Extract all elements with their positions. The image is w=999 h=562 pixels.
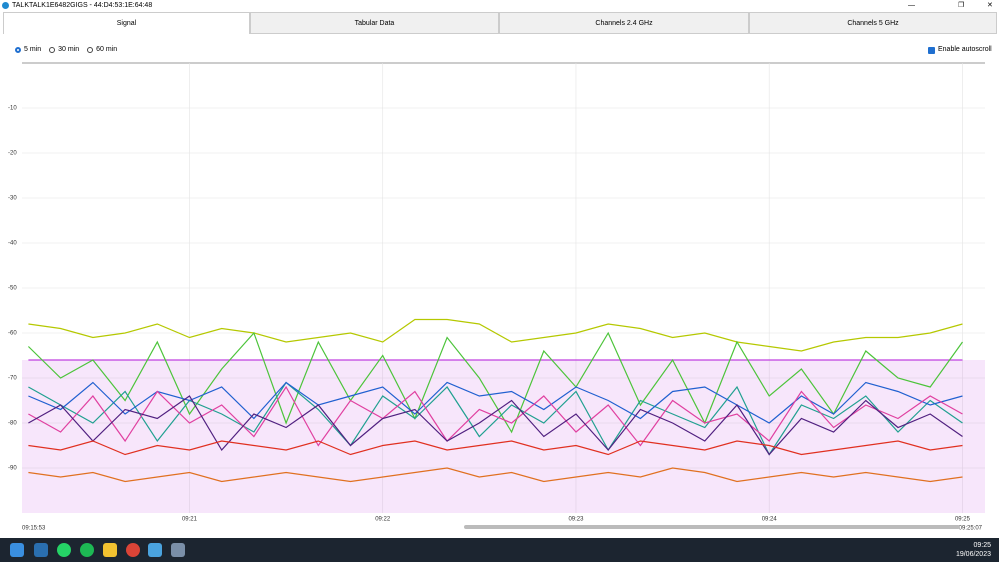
y-tick-label: -80 (8, 421, 17, 427)
y-tick-label: -90 (8, 466, 17, 472)
checkbox-label: Enable autoscroll (938, 46, 992, 53)
y-tick-label: -30 (8, 196, 17, 202)
close[interactable]: ✕ (987, 2, 993, 9)
taskbar-app[interactable] (126, 543, 140, 557)
range-options: 5 min 30 min 60 min (15, 45, 117, 55)
series-line (28, 381, 963, 424)
taskbar-app[interactable] (171, 543, 185, 557)
x-tick-label: 09:21 (182, 517, 198, 523)
y-tick-label: -20 (8, 151, 17, 157)
option-label: 5 min (24, 46, 42, 53)
date: 19/06/2023 (955, 551, 991, 558)
taskbar-app[interactable] (148, 543, 162, 557)
y-tick-label: -10 (8, 106, 17, 112)
series-line (27, 331, 963, 434)
x-tick-label: 09:24 (762, 517, 778, 523)
minimize[interactable]: — (908, 2, 915, 9)
option-label: 60 min (96, 46, 118, 53)
autoscroll[interactable]: Enable autoscroll (928, 45, 992, 55)
taskbar-app[interactable] (103, 543, 117, 557)
taskbar-app[interactable] (80, 543, 94, 557)
series-line (28, 467, 963, 483)
tab[interactable]: Channels 2.4 GHz (499, 12, 749, 34)
radio[interactable] (49, 47, 56, 53)
tab-bar: Signal Tabular Data Channels 2.4 GHz Cha… (0, 12, 999, 35)
area (22, 360, 985, 513)
tab[interactable]: Tabular Data (250, 12, 499, 34)
chart: 09:15:53 09:25:07 -10 -20 -30 -40 -50 -60 -70 -… (8, 62, 985, 532)
x-tick-label: 09:23 (568, 517, 584, 523)
x-tick-label: 09:22 (375, 517, 391, 523)
start-button[interactable] (10, 543, 24, 557)
tab[interactable]: Signal (3, 12, 250, 34)
maximize[interactable]: ❐ (958, 2, 965, 9)
x-tick-label: 09:25 (955, 517, 971, 523)
series-line (28, 440, 963, 456)
option-label: 30 min (58, 46, 80, 53)
series-line (28, 385, 963, 447)
range-option[interactable]: 5 min (15, 45, 41, 55)
scrollbar[interactable] (464, 525, 960, 529)
scroll-start: 09:15:53 (22, 526, 46, 532)
title-bar: TALKTALK1E6482GIGS - 44:D4:53:1E:64:48 —… (0, 0, 999, 12)
range-option[interactable]: 30 min (49, 45, 79, 55)
y-tick-label: -60 (8, 331, 17, 337)
tab[interactable]: Channels 5 GHz (749, 12, 997, 34)
taskbar-app[interactable] (34, 543, 48, 557)
taskbar: 09:25 19/06/2023 (0, 538, 999, 562)
time: 09:25 (973, 542, 991, 549)
y-tick-label: -40 (8, 241, 17, 247)
window-title: TALKTALK1E6482GIGS - 44:D4:53:1E:64:48 (12, 2, 153, 9)
app-icon (2, 2, 9, 9)
clock[interactable]: 09:25 19/06/2023 (956, 541, 991, 559)
y-tick-label: -50 (8, 286, 17, 292)
taskbar-app[interactable] (57, 543, 71, 557)
radio[interactable] (15, 47, 21, 53)
radio[interactable] (87, 47, 94, 53)
y-tick-label: -70 (8, 376, 17, 382)
scroll-end: 09:25:07 (959, 526, 983, 532)
checkbox[interactable] (928, 46, 935, 54)
series-line (28, 381, 963, 456)
range-option[interactable]: 60 min (87, 45, 117, 55)
series-line (28, 318, 963, 352)
series-line (28, 395, 963, 456)
